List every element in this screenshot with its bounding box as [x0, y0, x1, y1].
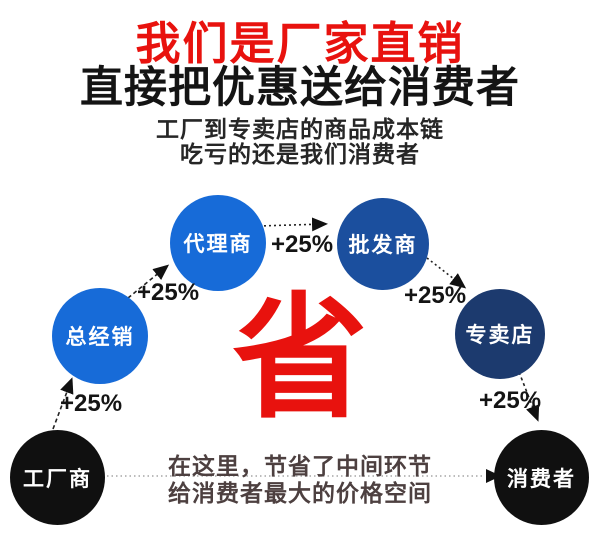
node-wholesaler-label: 批发商	[348, 234, 418, 257]
arrow-agent-to-wholesaler	[258, 217, 328, 232]
dotted-line-arrowhead	[486, 469, 501, 483]
node-factory-label: 工厂商	[23, 467, 92, 491]
node-specialty-store: 专卖店	[455, 289, 545, 379]
arrow-store-to-consumer	[518, 371, 540, 422]
markup-label-1: +25%	[60, 390, 123, 417]
footer-line-1: 在这里，节省了中间环节	[168, 453, 432, 479]
node-consumer-label: 消费者	[507, 467, 576, 491]
subtitle-line-2: 吃亏的还是我们消费者	[180, 141, 420, 167]
node-consumer: 消费者	[494, 430, 589, 525]
arrow-factory-to-distributor	[52, 377, 74, 430]
footer-line-2: 给消费者最大的价格空间	[168, 480, 432, 506]
save-character: 省	[232, 283, 368, 434]
markup-label-2: +25%	[137, 279, 200, 306]
arrow-distributor-to-agent	[127, 264, 170, 299]
main-title-red: 我们是厂家直销	[135, 18, 465, 69]
node-general-distributor: 总经销	[52, 288, 148, 384]
node-general-distributor-label: 总经销	[65, 326, 135, 349]
node-specialty-store-label: 专卖店	[465, 324, 535, 347]
markup-label-4: +25%	[404, 282, 467, 309]
main-title-black: 直接把优惠送给消费者	[80, 64, 520, 112]
node-agent: 代理商	[170, 195, 266, 291]
markup-label-3: +25%	[271, 231, 334, 258]
subtitle-line-1: 工厂到专卖店的商品成本链	[156, 116, 444, 142]
node-agent-label: 代理商	[183, 233, 253, 256]
node-factory: 工厂商	[10, 430, 105, 525]
markup-label-5: +25%	[479, 387, 542, 414]
node-wholesaler: 批发商	[337, 198, 429, 290]
